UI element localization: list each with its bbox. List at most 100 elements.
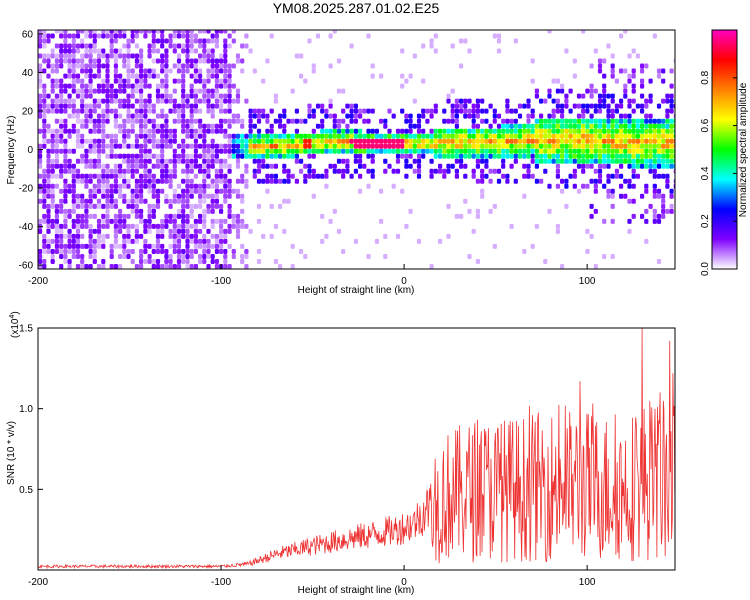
spectrogram-cell (328, 103, 333, 109)
spectrogram-cell (442, 148, 447, 154)
spectrogram-cell (223, 173, 228, 179)
spectrogram-cell (193, 133, 198, 139)
spectrogram-cell (210, 33, 215, 39)
spectrogram-cell (118, 183, 123, 189)
spectrogram-cell (400, 133, 405, 139)
spectrogram-cell (219, 163, 224, 169)
spectrogram-cell (597, 108, 603, 114)
spectrogram-cell (614, 138, 619, 144)
spectrogram-cell (54, 93, 59, 99)
spectrogram-cell (530, 108, 535, 114)
spectrogram-cell (67, 93, 72, 99)
spectrogram-cell (118, 228, 123, 234)
spectrogram-cell (67, 48, 72, 54)
spectrogram-cell (198, 58, 203, 64)
spectrogram-cell (244, 148, 249, 154)
spectrogram-cell (38, 93, 43, 99)
spectrogram-cell (193, 138, 198, 144)
spectrogram-cell (172, 133, 177, 139)
spectrogram-cell (669, 153, 674, 159)
spectrogram-cell (227, 243, 232, 249)
spectrogram-cell (568, 148, 573, 154)
spectrogram-cell (96, 178, 102, 184)
spectrogram-cell (311, 108, 316, 114)
spectrogram-cell (63, 223, 68, 229)
spectrogram-cell (109, 38, 114, 44)
spectrogram-cell (181, 68, 186, 74)
spectrogram-cell (105, 103, 110, 109)
spectrogram-cell (101, 173, 106, 179)
spectrogram-cell (240, 148, 245, 154)
spectrogram-cell (231, 138, 236, 144)
spectrogram-cell (118, 73, 123, 79)
spectrogram-cell (248, 133, 253, 139)
spectrogram-cell (223, 193, 228, 199)
spectrogram-cell (181, 188, 186, 194)
spectrogram-cell (602, 88, 607, 94)
spectrogram-cell (88, 33, 93, 39)
spectrogram-cell (219, 68, 224, 74)
spectrogram-cell (130, 238, 135, 244)
spectrogram-cell (665, 183, 670, 189)
spectrogram-cell (597, 163, 603, 169)
spectrogram-cell (522, 193, 527, 199)
spectrogram-cell (244, 249, 249, 254)
spectrogram-cell (126, 228, 131, 234)
spectrogram-cell (522, 163, 527, 169)
spectrogram-cell (366, 153, 371, 159)
spectrogram-cell (240, 193, 245, 199)
spectrogram-cell (614, 133, 619, 139)
spectrogram-cell (526, 138, 531, 144)
spectrogram-cell (290, 264, 295, 269)
spectrogram-cell (459, 98, 464, 104)
spectrogram-cell (509, 133, 514, 139)
spectrogram-cell (383, 168, 388, 174)
spectrogram-cell (560, 83, 565, 89)
spectrogram-cell (349, 103, 354, 109)
spectrogram-cell (631, 68, 636, 74)
spectrogram-cell (623, 123, 628, 129)
spectrogram-cell (564, 143, 569, 149)
spectrogram-cell (345, 158, 350, 164)
spectrogram-cell (42, 143, 47, 149)
spectrogram-cell (88, 83, 93, 89)
y-tick-label: 60 (22, 29, 34, 40)
spectrogram-cell (160, 30, 165, 34)
spectrogram-cell (265, 133, 270, 139)
spectrogram-cell (619, 113, 624, 119)
spectrogram-cell (320, 173, 325, 179)
spectrogram-cell (395, 153, 401, 159)
spectrogram-cell (96, 83, 102, 89)
spectrogram-cell (118, 78, 123, 84)
spectrogram-cell (564, 93, 569, 99)
spectrogram-cell (421, 148, 426, 154)
spectrogram-cell (555, 118, 560, 124)
spectrogram-cell (113, 113, 118, 119)
spectrogram-cell (84, 163, 89, 169)
spectrogram-cell (50, 63, 55, 69)
spectrogram-cell (366, 143, 371, 149)
spectrogram-cell (168, 38, 173, 44)
spectrogram-cell (597, 158, 603, 164)
spectrogram-cell (54, 68, 59, 74)
spectrogram-cell (261, 113, 266, 119)
spectrogram-cell (71, 163, 76, 169)
spectrogram-cell (160, 78, 165, 84)
spectrogram-cell (475, 128, 480, 134)
spectrogram-cell (172, 163, 177, 169)
spectrogram-cell (155, 198, 161, 204)
spectrogram-cell (370, 133, 375, 139)
spectrogram-cell (471, 108, 476, 114)
spectrogram-cell (210, 53, 215, 59)
spectrogram-cell (387, 148, 392, 154)
spectrogram-cell (147, 128, 152, 134)
spectrogram-cell (214, 198, 219, 204)
spectrogram-cell (412, 133, 417, 139)
spectrogram-cell (589, 133, 594, 139)
spectrogram-cell (408, 128, 413, 134)
spectrogram-cell (429, 143, 434, 149)
spectrogram-cell (219, 143, 224, 149)
spectrogram-cell (433, 153, 438, 159)
spectrogram-cell (652, 158, 657, 164)
spectrogram-cell (282, 178, 287, 184)
